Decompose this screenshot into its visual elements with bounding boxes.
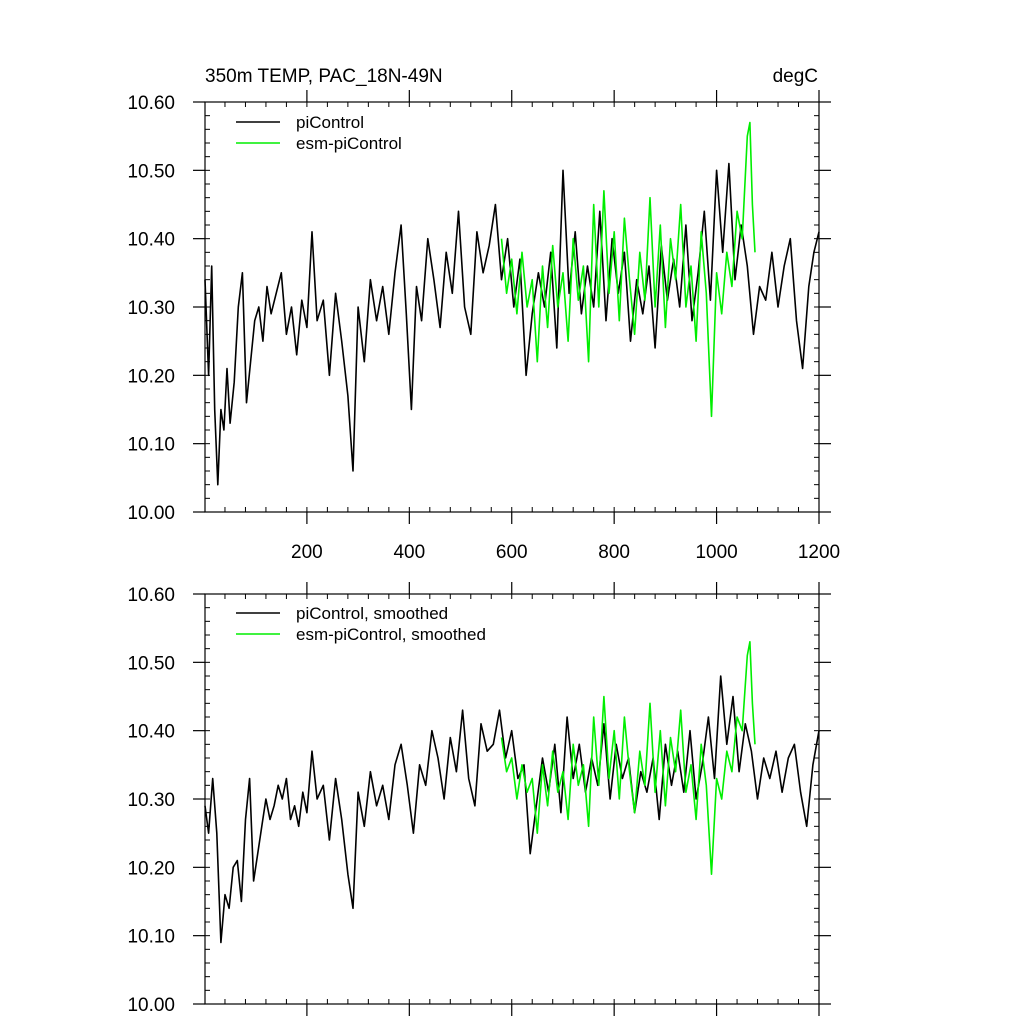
x-tick-label: 1000 <box>695 542 737 563</box>
legend-label-esm-picontrol-smoothed: esm-piControl, smoothed <box>296 625 486 644</box>
y-tick-label: 10.60 <box>127 585 175 606</box>
top-panel-axes: 10.00 10.10 10.20 10.30 10.40 10.50 10.60 200 40… <box>127 90 840 563</box>
bottom-panel: 10.00 10.10 10.20 10.30 10.40 10.50 10.60 piCo… <box>127 582 831 1016</box>
y-tick-label: 10.40 <box>127 722 175 743</box>
top-panel-legend: piControl esm-piControl <box>236 113 402 153</box>
x-tick-label: 400 <box>393 542 425 563</box>
x-tick-label: 600 <box>496 542 528 563</box>
bottom-panel-legend: piControl, smoothed esm-piControl, smoot… <box>236 604 486 644</box>
x-tick-label: 1200 <box>798 542 840 563</box>
legend-label-picontrol: piControl <box>296 113 364 132</box>
top-panel: 350m TEMP, PAC_18N-49N degC 10.0010.1010… <box>127 66 840 563</box>
x-tick-label: 800 <box>598 542 630 563</box>
top-panel-frame <box>204 101 820 513</box>
y-tick-label: 10.40 <box>127 230 175 251</box>
y-tick-label: 10.10 <box>127 927 175 948</box>
bottom-panel-axes: 10.00 10.10 10.20 10.30 10.40 10.50 10.60 <box>127 582 831 1016</box>
bottom-panel-series <box>204 640 820 944</box>
y-tick-label: 10.10 <box>127 435 175 456</box>
y-tick-label: 10.00 <box>127 995 175 1016</box>
series-line-esm-picontrol <box>500 121 756 418</box>
top-panel-units: degC <box>773 66 818 87</box>
top-panel-title: 350m TEMP, PAC_18N-49N <box>205 66 443 87</box>
bottom-panel-frame <box>204 593 820 1005</box>
legend-label-esm-picontrol: esm-piControl <box>296 134 402 153</box>
x-tick-label: 200 <box>291 542 323 563</box>
y-tick-label: 10.30 <box>127 298 175 319</box>
legend-label-picontrol-smoothed: piControl, smoothed <box>296 604 448 623</box>
y-tick-label: 10.20 <box>127 858 175 879</box>
y-tick-label: 10.30 <box>127 790 175 811</box>
y-tick-label: 10.00 <box>127 503 175 524</box>
y-tick-label: 10.50 <box>127 161 175 182</box>
y-tick-label: 10.50 <box>127 653 175 674</box>
series-line-picontrol <box>204 162 820 486</box>
y-tick-label: 10.60 <box>127 93 175 114</box>
y-tick-label: 10.20 <box>127 366 175 387</box>
series-line-picontrol-smoothed <box>204 675 820 944</box>
series-line-esm-picontrol-smoothed <box>500 640 756 876</box>
top-panel-series <box>204 121 820 486</box>
